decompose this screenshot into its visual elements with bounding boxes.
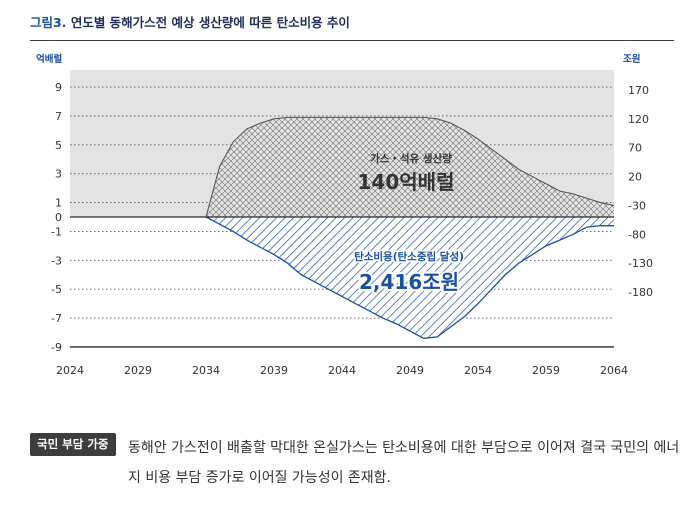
left-tick-label: 5 xyxy=(55,139,62,152)
x-tick-label: 2024 xyxy=(56,364,84,377)
note-badge: 국민 부담 가중 xyxy=(30,433,116,456)
x-tick-label: 2054 xyxy=(464,364,492,377)
right-tick-label: 170 xyxy=(628,84,649,97)
left-axis-ticks: 9 7 5 3 10-1 -3 -5 -7 -9 xyxy=(51,81,62,354)
left-tick-label: 3 xyxy=(55,168,62,181)
x-axis-ticks: 2024 2029 2034 2039 2044 2049 2054 2059 2064 xyxy=(56,364,628,377)
carbon-cost-area xyxy=(206,217,614,339)
figure-title: 그림3. 연도별 동해가스전 예상 생산량에 따른 탄소비용 추이 xyxy=(30,12,350,31)
left-tick-label: 9 xyxy=(55,81,62,94)
left-tick-label: -1 xyxy=(51,225,62,238)
right-axis-unit: 조원 xyxy=(623,53,640,65)
carbon-series-label: 탄소비용(탄소중립 달성) xyxy=(354,250,464,263)
left-tick-label: -5 xyxy=(51,283,62,296)
carbon-cost-annotation: 탄소비용(탄소중립 달성) 2,416조원 xyxy=(353,249,466,297)
right-axis-ticks: 170 120 70 20 -30 -80 -130 -180 xyxy=(628,84,653,299)
gas-production-annotation: 가스・석유 생산량 140억배럴 xyxy=(358,152,455,194)
left-tick-label: -9 xyxy=(51,341,62,354)
gas-series-label: 가스・석유 생산량 xyxy=(370,152,452,165)
right-tick-label: -80 xyxy=(628,228,646,241)
chart: 억배럴 조원 9 7 5 3 10-1 -3 -5 -7 -9 170 120 70 20 -30 -80… xyxy=(36,53,653,377)
carbon-total-label: 2,416조원 xyxy=(359,270,459,294)
right-tick-label: -130 xyxy=(628,257,653,270)
x-tick-label: 2034 xyxy=(192,364,220,377)
right-tick-label: 120 xyxy=(628,113,649,126)
figure-number: 그림3. xyxy=(30,15,67,30)
x-tick-label: 2044 xyxy=(328,364,356,377)
note-text: 동해안 가스전이 배출할 막대한 온실가스는 탄소비용에 대한 부담으로 이어져… xyxy=(128,440,680,486)
right-tick-label: -30 xyxy=(628,199,646,212)
left-tick-label: -3 xyxy=(51,254,62,267)
x-tick-label: 2029 xyxy=(124,364,152,377)
left-tick-label: -7 xyxy=(51,312,62,325)
right-tick-label: 20 xyxy=(628,171,642,184)
x-tick-label: 2039 xyxy=(260,364,288,377)
figure-title-text: 연도별 동해가스전 예상 생산량에 따른 탄소비용 추이 xyxy=(70,15,350,30)
right-tick-label: -180 xyxy=(628,286,653,299)
series-layer xyxy=(205,116,615,339)
left-axis-unit: 억배럴 xyxy=(36,53,62,65)
gas-production-area xyxy=(206,117,614,217)
x-tick-label: 2064 xyxy=(600,364,628,377)
right-tick-label: 70 xyxy=(628,142,642,155)
x-tick-label: 2059 xyxy=(532,364,560,377)
left-tick-label: 7 xyxy=(55,110,62,123)
left-tick-label: 1 xyxy=(55,197,62,210)
x-tick-label: 2049 xyxy=(396,364,424,377)
left-tick-label: 0 xyxy=(55,211,62,224)
gas-production-line xyxy=(205,116,615,218)
carbon-cost-line xyxy=(205,216,614,339)
gas-total-label: 140억배럴 xyxy=(358,170,455,194)
title-divider xyxy=(30,40,674,41)
